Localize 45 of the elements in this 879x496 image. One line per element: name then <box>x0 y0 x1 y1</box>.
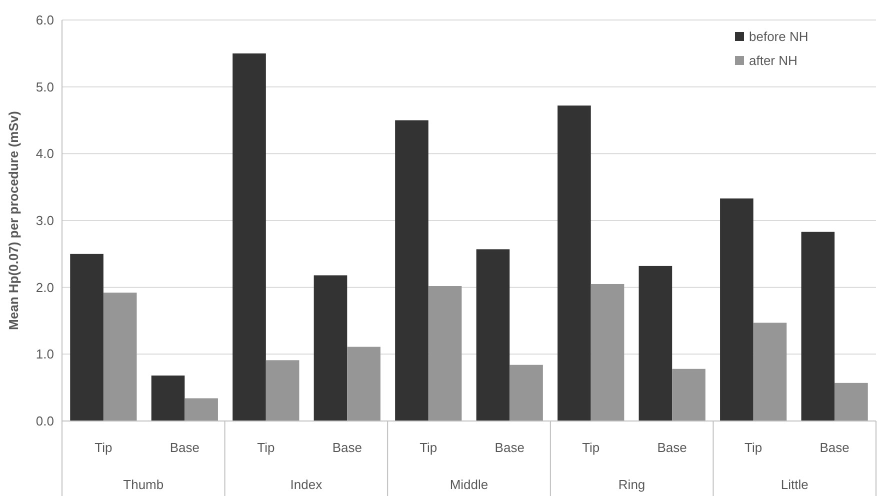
bar <box>672 368 706 421</box>
text: Index <box>290 477 323 492</box>
bar <box>232 53 266 421</box>
bar <box>266 360 300 421</box>
x-tick-label: Tip <box>94 440 112 455</box>
y-tick-label: 6.0 <box>36 12 54 28</box>
bar <box>558 106 591 421</box>
bar <box>801 232 835 421</box>
y-tick-label: 4.0 <box>36 146 54 162</box>
bar <box>347 346 380 421</box>
x-tick-label: Tip <box>582 440 600 455</box>
x-tick-label: Base <box>820 440 850 455</box>
text: Thumb <box>123 477 164 492</box>
x-tick-label: Base <box>170 440 200 455</box>
x-tick-label: Base <box>494 440 524 455</box>
legend-label: after NH <box>749 53 798 68</box>
x-tick-label: Tip <box>420 440 438 455</box>
x-tick-label: Base <box>657 440 687 455</box>
bar <box>428 286 462 421</box>
y-tick-label: 5.0 <box>36 79 54 94</box>
bar <box>720 198 754 421</box>
bar <box>476 249 510 421</box>
x-tick-label: Tip <box>744 440 762 455</box>
bar <box>638 266 672 421</box>
text: Ring <box>618 477 646 492</box>
y-tick-label: 2.0 <box>36 280 54 295</box>
bar <box>151 376 185 421</box>
bar <box>753 322 787 421</box>
x-tick-label: Tip <box>257 440 275 455</box>
bar <box>834 382 868 421</box>
bar <box>590 284 624 421</box>
y-tick-label: 3.0 <box>36 213 54 228</box>
bar <box>314 275 348 421</box>
bar <box>510 364 543 421</box>
bar <box>70 254 104 421</box>
bar <box>395 120 428 421</box>
y-tick-label: 1.0 <box>36 346 54 362</box>
text: Middle <box>450 477 488 492</box>
y-tick-label: 0.0 <box>36 414 54 429</box>
legend-label: before NH <box>749 29 808 44</box>
y-axis-title: Mean Hp(0.07) per procedure (mSv) <box>6 111 21 330</box>
bar <box>184 398 218 421</box>
text: Little <box>780 477 808 492</box>
x-tick-label: Base <box>332 440 362 455</box>
bar <box>103 292 137 421</box>
